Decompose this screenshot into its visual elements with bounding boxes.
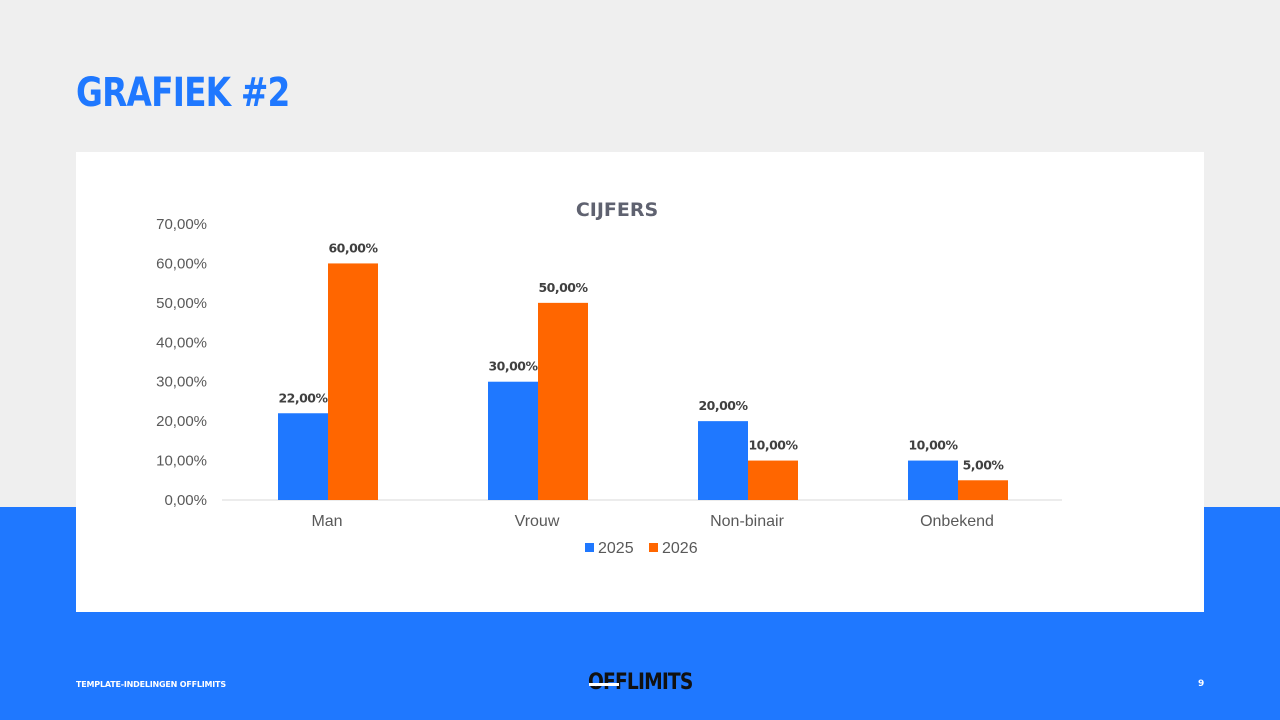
y-tick-label: 50,00% [156, 295, 207, 312]
x-category-label: Man [311, 513, 342, 530]
bar-2025 [488, 381, 538, 500]
x-category-label: Onbekend [920, 513, 994, 530]
y-tick-label: 70,00% [156, 216, 207, 233]
data-label: 22,00% [278, 390, 328, 405]
bar-2026 [958, 480, 1008, 500]
data-label: 10,00% [748, 438, 798, 453]
y-tick-label: 40,00% [156, 334, 207, 351]
logo-strike-decoration [589, 683, 619, 686]
bar-2026 [538, 302, 588, 500]
data-label: 60,00% [328, 240, 378, 255]
bar-2025 [278, 413, 328, 500]
legend-label: 2025 [598, 540, 634, 557]
chart-title: CIJFERS [576, 199, 658, 221]
chart-card: CIJFERS 0,00% 10,00% 20,00% 30,00% 40,00% 50,0… [76, 152, 1204, 612]
footer-caption: TEMPLATE-INDELINGEN OFFLIMITS [76, 680, 226, 689]
bar-2026 [748, 460, 798, 500]
data-label: 10,00% [908, 438, 958, 453]
x-category-label: Vrouw [515, 513, 560, 530]
bar-chart: CIJFERS 0,00% 10,00% 20,00% 30,00% 40,00% 50,0… [156, 199, 1062, 557]
bar-2025 [908, 460, 958, 500]
data-label: 20,00% [698, 398, 748, 413]
bar-2025 [698, 421, 748, 500]
legend-swatch-2026 [649, 543, 658, 552]
bar-2026 [328, 263, 378, 500]
data-label: 30,00% [488, 359, 538, 374]
x-category-label: Non-binair [710, 513, 784, 530]
y-tick-label: 60,00% [156, 255, 207, 272]
y-tick-label: 10,00% [156, 453, 207, 470]
offlimits-logo: OFFLIMITS [588, 670, 693, 695]
data-label: 50,00% [538, 280, 588, 295]
page-number: 9 [1198, 679, 1205, 689]
y-tick-label: 0,00% [164, 492, 207, 509]
slide-title: GRAFIEK #2 [76, 70, 290, 116]
legend-label: 2026 [662, 540, 698, 557]
data-label: 5,00% [963, 457, 1005, 472]
y-tick-label: 30,00% [156, 374, 207, 391]
legend-swatch-2025 [585, 543, 594, 552]
y-tick-label: 20,00% [156, 413, 207, 430]
